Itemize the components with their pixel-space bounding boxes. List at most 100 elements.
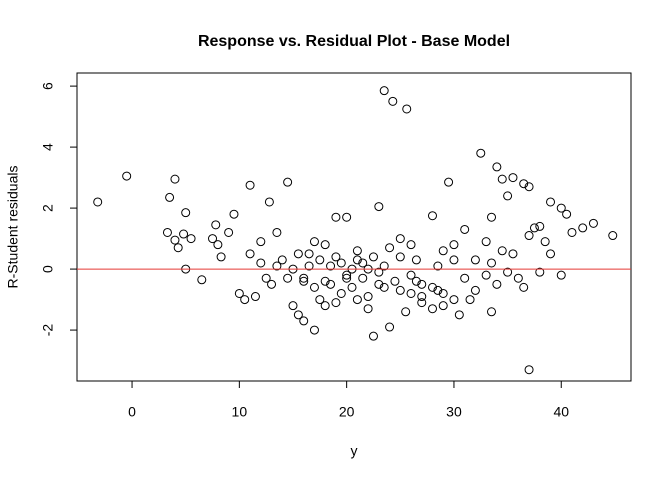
point [208, 234, 218, 244]
point [481, 270, 491, 280]
point [481, 237, 491, 247]
point [309, 325, 319, 335]
point [331, 298, 341, 308]
point [347, 282, 357, 292]
point [326, 279, 336, 289]
point [304, 249, 314, 259]
point [427, 304, 437, 314]
point [417, 298, 427, 308]
point [213, 240, 223, 250]
point [417, 279, 427, 289]
point [492, 162, 502, 172]
point [519, 282, 529, 292]
point [363, 304, 373, 314]
point [470, 285, 480, 295]
point [122, 171, 132, 181]
point [283, 273, 293, 283]
point [342, 270, 352, 280]
point [529, 223, 539, 233]
point [540, 237, 550, 247]
point [162, 227, 172, 237]
point [224, 227, 234, 237]
point [320, 276, 330, 286]
point [309, 237, 319, 247]
point [546, 197, 556, 207]
point [216, 252, 226, 262]
point [385, 243, 395, 253]
point [170, 235, 180, 245]
point [320, 301, 330, 311]
point [170, 174, 180, 184]
point [508, 249, 518, 259]
point [272, 261, 282, 271]
point [503, 191, 513, 201]
x-axis-label: y [351, 443, 358, 459]
x-tick-label: 0 [128, 404, 136, 420]
y-tick-label: 4 [40, 143, 56, 151]
point [256, 258, 266, 268]
point [492, 279, 502, 289]
point [449, 255, 459, 265]
point [264, 197, 274, 207]
point [449, 240, 459, 250]
point [444, 177, 454, 187]
point [433, 285, 443, 295]
point [535, 267, 545, 277]
point [427, 211, 437, 221]
point [487, 212, 497, 222]
point [438, 246, 448, 256]
point [331, 252, 341, 262]
point [245, 249, 255, 259]
point [165, 192, 175, 202]
point [402, 104, 412, 114]
point [567, 227, 577, 237]
point [363, 292, 373, 302]
point [476, 148, 486, 158]
point [497, 246, 507, 256]
point [283, 177, 293, 187]
point [211, 220, 221, 230]
point [487, 258, 497, 268]
point [256, 237, 266, 247]
y-tick-label: 0 [40, 265, 56, 273]
point [556, 203, 566, 213]
point [411, 276, 421, 286]
point [535, 221, 545, 231]
chart-title: Response vs. Residual Plot - Base Model [198, 33, 510, 50]
point [179, 229, 189, 239]
point [433, 261, 443, 271]
point [315, 295, 325, 305]
point [368, 331, 378, 341]
point [261, 273, 271, 283]
x-tick-label: 20 [339, 404, 355, 420]
point [454, 310, 464, 320]
point [374, 202, 384, 212]
point [395, 234, 405, 244]
point [379, 86, 389, 96]
x-tick-label: 10 [232, 404, 248, 420]
point [427, 282, 437, 292]
point [331, 212, 341, 222]
point [460, 273, 470, 283]
point [272, 227, 282, 237]
point [449, 295, 459, 305]
point [460, 224, 470, 234]
point [234, 288, 244, 298]
point [406, 240, 416, 250]
point [374, 267, 384, 277]
x-tick-label: 30 [446, 404, 462, 420]
point [588, 218, 598, 228]
point [395, 285, 405, 295]
point [229, 209, 239, 219]
point [417, 292, 427, 302]
point [352, 255, 362, 265]
point [470, 255, 480, 265]
point [342, 273, 352, 283]
point [438, 301, 448, 311]
point [336, 288, 346, 298]
point [352, 246, 362, 256]
point [309, 282, 319, 292]
point [388, 96, 398, 106]
y-tick-label: 6 [40, 82, 56, 90]
point [326, 261, 336, 271]
